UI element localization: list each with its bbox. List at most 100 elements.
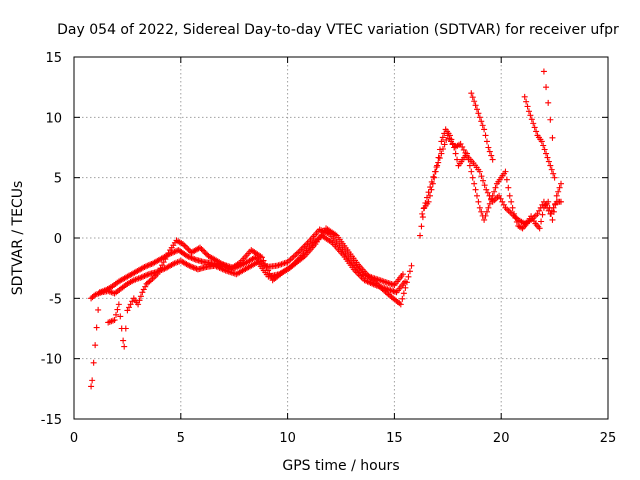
data-point (114, 306, 121, 313)
data-point (483, 208, 490, 215)
data-point (182, 243, 189, 250)
data-point (435, 159, 442, 166)
data-point (425, 198, 432, 205)
data-point (543, 84, 550, 91)
data-point (531, 124, 538, 131)
data-point (452, 150, 459, 157)
data-point (137, 274, 144, 281)
data-point (140, 273, 147, 280)
data-point (430, 173, 437, 180)
series-track-g (521, 93, 558, 181)
data-point (397, 301, 404, 308)
data-point (545, 158, 552, 165)
data-point (120, 337, 127, 344)
data-point (184, 261, 191, 268)
data-point (480, 177, 487, 184)
data-point (550, 170, 557, 177)
data-point (201, 248, 208, 255)
data-point (422, 200, 429, 207)
data-point (268, 273, 275, 280)
data-point (547, 210, 554, 217)
data-point (469, 94, 476, 101)
data-point (184, 253, 191, 260)
data-point (420, 205, 427, 212)
data-point (202, 250, 209, 257)
data-point (141, 273, 148, 280)
data-point (446, 135, 453, 142)
data-point (160, 259, 167, 266)
data-point (408, 262, 415, 269)
data-point (140, 264, 147, 271)
chart-title: Day 054 of 2022, Sidereal Day-to-day VTE… (57, 22, 619, 38)
x-tick-label: 0 (70, 431, 78, 446)
data-point (159, 262, 166, 269)
y-tick-label: 10 (45, 111, 62, 126)
data-point (508, 198, 515, 205)
data-point (265, 267, 272, 274)
data-point (483, 186, 490, 193)
data-point (488, 152, 495, 159)
data-point (547, 162, 554, 169)
y-tick-label: 5 (54, 172, 62, 187)
data-point (476, 114, 483, 121)
y-tick-label: 0 (54, 232, 62, 247)
x-axis-tick-labels: 0 5 10 15 20 25 (70, 431, 616, 446)
data-point (479, 122, 486, 129)
data-point (403, 279, 410, 286)
data-point (186, 262, 193, 269)
data-point (428, 178, 435, 185)
data-point (475, 198, 482, 205)
data-point (185, 246, 192, 253)
data-point (536, 225, 543, 232)
data-point (471, 180, 478, 187)
data-point (486, 192, 493, 199)
data-point (161, 265, 168, 272)
data-point (503, 176, 510, 183)
data-point (433, 164, 440, 171)
data-point (423, 194, 430, 201)
y-tick-label: 15 (45, 51, 62, 66)
data-point (171, 248, 178, 255)
data-point (126, 304, 133, 311)
data-point (543, 150, 550, 157)
data-point (95, 306, 102, 313)
data-point (144, 271, 151, 278)
data-point (162, 256, 169, 263)
data-point (198, 246, 205, 253)
data-point (481, 126, 488, 133)
data-point (155, 268, 162, 275)
data-point (533, 128, 540, 135)
data-point (505, 184, 512, 191)
data-point (189, 255, 196, 262)
data-point (492, 184, 499, 191)
data-point (472, 102, 479, 109)
data-point (536, 207, 543, 214)
data-point (197, 244, 204, 251)
data-point (556, 184, 563, 191)
data-point (478, 118, 485, 125)
data-point (551, 174, 558, 181)
data-point (179, 241, 186, 248)
data-point (190, 264, 197, 271)
data-point (146, 278, 153, 285)
data-point (549, 216, 556, 223)
data-point (142, 263, 149, 270)
data-point (457, 140, 464, 147)
data-point (558, 180, 565, 187)
data-point (548, 166, 555, 173)
data-point (524, 103, 531, 110)
data-point (491, 188, 498, 195)
data-point (476, 168, 483, 175)
data-point (521, 93, 528, 100)
data-point (163, 253, 170, 260)
data-point (537, 204, 544, 211)
data-point (142, 283, 149, 290)
x-tick-label: 20 (493, 431, 510, 446)
data-point (518, 224, 525, 231)
data-point (89, 377, 96, 384)
data-point (157, 265, 164, 272)
data-point (121, 343, 128, 350)
data-point (482, 212, 489, 219)
data-point (439, 146, 446, 153)
data-point (129, 298, 136, 305)
